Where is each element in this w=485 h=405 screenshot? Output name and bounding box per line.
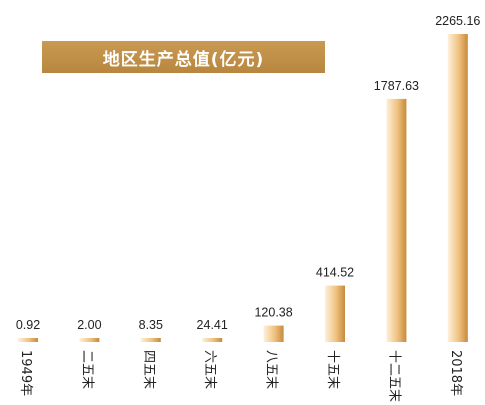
value-label-5: 414.52 (316, 266, 354, 280)
chart-title-banner: 地区生产总值(亿元) (42, 41, 325, 73)
value-label-0: 0.92 (16, 318, 40, 332)
value-labels-group: 0.92 2.00 8.35 24.41 120.38 414.52 1787.63 2265… (16, 14, 481, 332)
value-label-4: 120.38 (254, 306, 292, 320)
bar-5 (325, 285, 345, 342)
value-label-2: 8.35 (139, 318, 163, 332)
chart-title: 地区生产总值(亿元) (102, 49, 265, 70)
category-label-0: 1949年 (18, 350, 33, 396)
category-label-1: 二五末 (79, 350, 94, 389)
bar-6 (386, 98, 407, 343)
bar-7 (447, 34, 468, 342)
bars-group (18, 34, 468, 343)
category-label-2: 四五末 (141, 350, 156, 389)
category-label-7: 2018年 (448, 350, 463, 396)
bar-1 (79, 338, 100, 342)
bar-4 (263, 325, 284, 342)
value-label-3: 24.41 (197, 318, 228, 332)
category-labels-group: 1949年 二五末 四五末 六五末 八五末 十五末 十二五末 2018年 (18, 350, 463, 402)
category-label-6: 十二五末 (386, 350, 401, 402)
category-label-4: 八五末 (264, 350, 279, 389)
bar-0 (18, 338, 38, 342)
value-label-1: 2.00 (77, 318, 101, 332)
category-label-3: 六五末 (202, 350, 217, 389)
value-label-6: 1787.63 (374, 79, 419, 93)
bar-2 (140, 338, 161, 342)
category-label-5: 十五末 (325, 350, 340, 389)
value-label-7: 2265.16 (435, 14, 480, 28)
bar-3 (202, 338, 223, 342)
